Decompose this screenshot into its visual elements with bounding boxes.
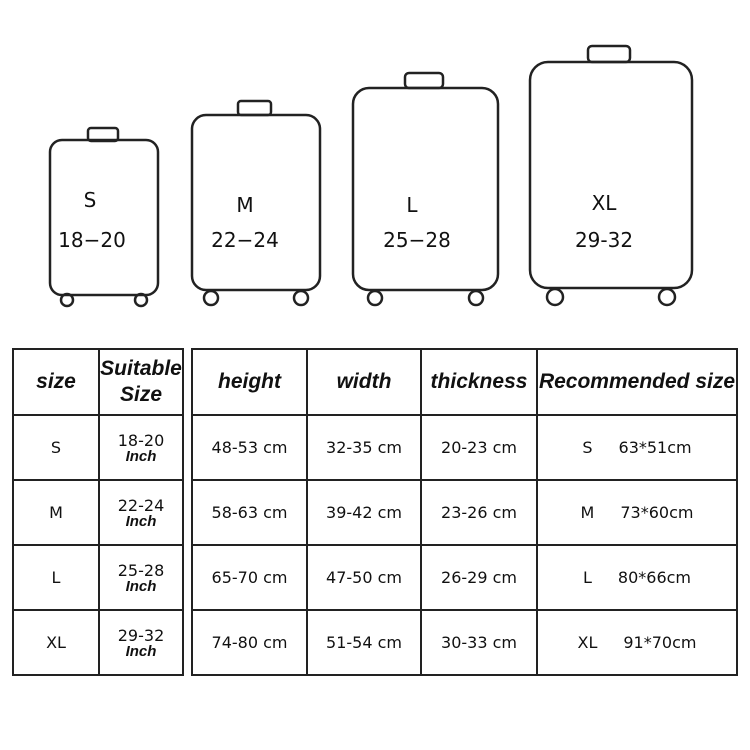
suitcase-xl-icon	[528, 44, 694, 307]
height-cell: 58-63 cm	[191, 479, 308, 546]
suitcase-m-icon	[190, 99, 322, 307]
width-cell: 39-42 cm	[306, 479, 422, 546]
suitcase-range-label: 22−24	[211, 228, 279, 252]
rec-dim: 91*70cm	[623, 633, 697, 652]
size-cell: XL	[12, 609, 100, 676]
dimensions-table: height width thickness Recommended size …	[191, 348, 738, 676]
rec-size: XL	[577, 633, 598, 652]
suitable-size-cell: 22-24 Inch	[98, 479, 184, 546]
width-cell: 51-54 cm	[306, 609, 422, 676]
recommended-size-cell: S 63*51cm	[536, 414, 738, 481]
size-cell: S	[12, 414, 100, 481]
table-row: M 22-24 Inch	[12, 479, 184, 546]
table-row: 58-63 cm 39-42 cm 23-26 cm M 73*60cm	[191, 479, 738, 546]
recommended-size-cell: XL 91*70cm	[536, 609, 738, 676]
suitcase-size-label: L	[406, 193, 418, 217]
height-cell: 74-80 cm	[191, 609, 308, 676]
header-recommended-size: Recommended size	[536, 348, 738, 416]
header-suitable-size: Suitable Size	[98, 348, 184, 416]
rec-dim: 63*51cm	[618, 438, 692, 457]
table-row: S 18-20 Inch	[12, 414, 184, 481]
suitcase-l-icon	[351, 71, 500, 307]
table-row: L 25-28 Inch	[12, 544, 184, 611]
suitcase-range-label: 18−20	[58, 228, 126, 252]
suitable-size-cell: 18-20 Inch	[98, 414, 184, 481]
height-cell: 48-53 cm	[191, 414, 308, 481]
luggage-illustrations	[48, 44, 694, 308]
rec-size: L	[582, 568, 592, 587]
table-row: XL 29-32 Inch	[12, 609, 184, 676]
width-cell: 47-50 cm	[306, 544, 422, 611]
thickness-cell: 26-29 cm	[420, 544, 538, 611]
recommended-size-cell: L 80*66cm	[536, 544, 738, 611]
suitable-size-cell: 25-28 Inch	[98, 544, 184, 611]
table-row: 65-70 cm 47-50 cm 26-29 cm L 80*66cm	[191, 544, 738, 611]
rec-size: S	[582, 438, 593, 457]
suitcase-s-icon	[48, 126, 160, 308]
rec-size: M	[580, 503, 595, 522]
rec-dim: 80*66cm	[617, 568, 692, 587]
height-cell: 65-70 cm	[191, 544, 308, 611]
size-table: size Suitable Size S 18-20 Inch M 22-24 In…	[12, 348, 184, 676]
suitable-size-cell: 29-32 Inch	[98, 609, 184, 676]
header-thickness: thickness	[420, 348, 538, 416]
suitcase-size-label: M	[236, 193, 254, 217]
header-size: size	[12, 348, 100, 416]
header-width: width	[306, 348, 422, 416]
thickness-cell: 20-23 cm	[420, 414, 538, 481]
suitcase-size-label: XL	[591, 191, 617, 215]
thickness-cell: 30-33 cm	[420, 609, 538, 676]
size-cell: L	[12, 544, 100, 611]
table-row: 48-53 cm 32-35 cm 20-23 cm S 63*51cm	[191, 414, 738, 481]
size-cell: M	[12, 479, 100, 546]
recommended-size-cell: M 73*60cm	[536, 479, 738, 546]
thickness-cell: 23-26 cm	[420, 479, 538, 546]
suitcase-range-label: 29-32	[574, 228, 634, 252]
suitcase-size-label: S	[83, 188, 97, 212]
table-row: 74-80 cm 51-54 cm 30-33 cm XL 91*70cm	[191, 609, 738, 676]
header-height: height	[191, 348, 308, 416]
suitcase-range-label: 25−28	[383, 228, 451, 252]
width-cell: 32-35 cm	[306, 414, 422, 481]
rec-dim: 73*60cm	[620, 503, 694, 522]
